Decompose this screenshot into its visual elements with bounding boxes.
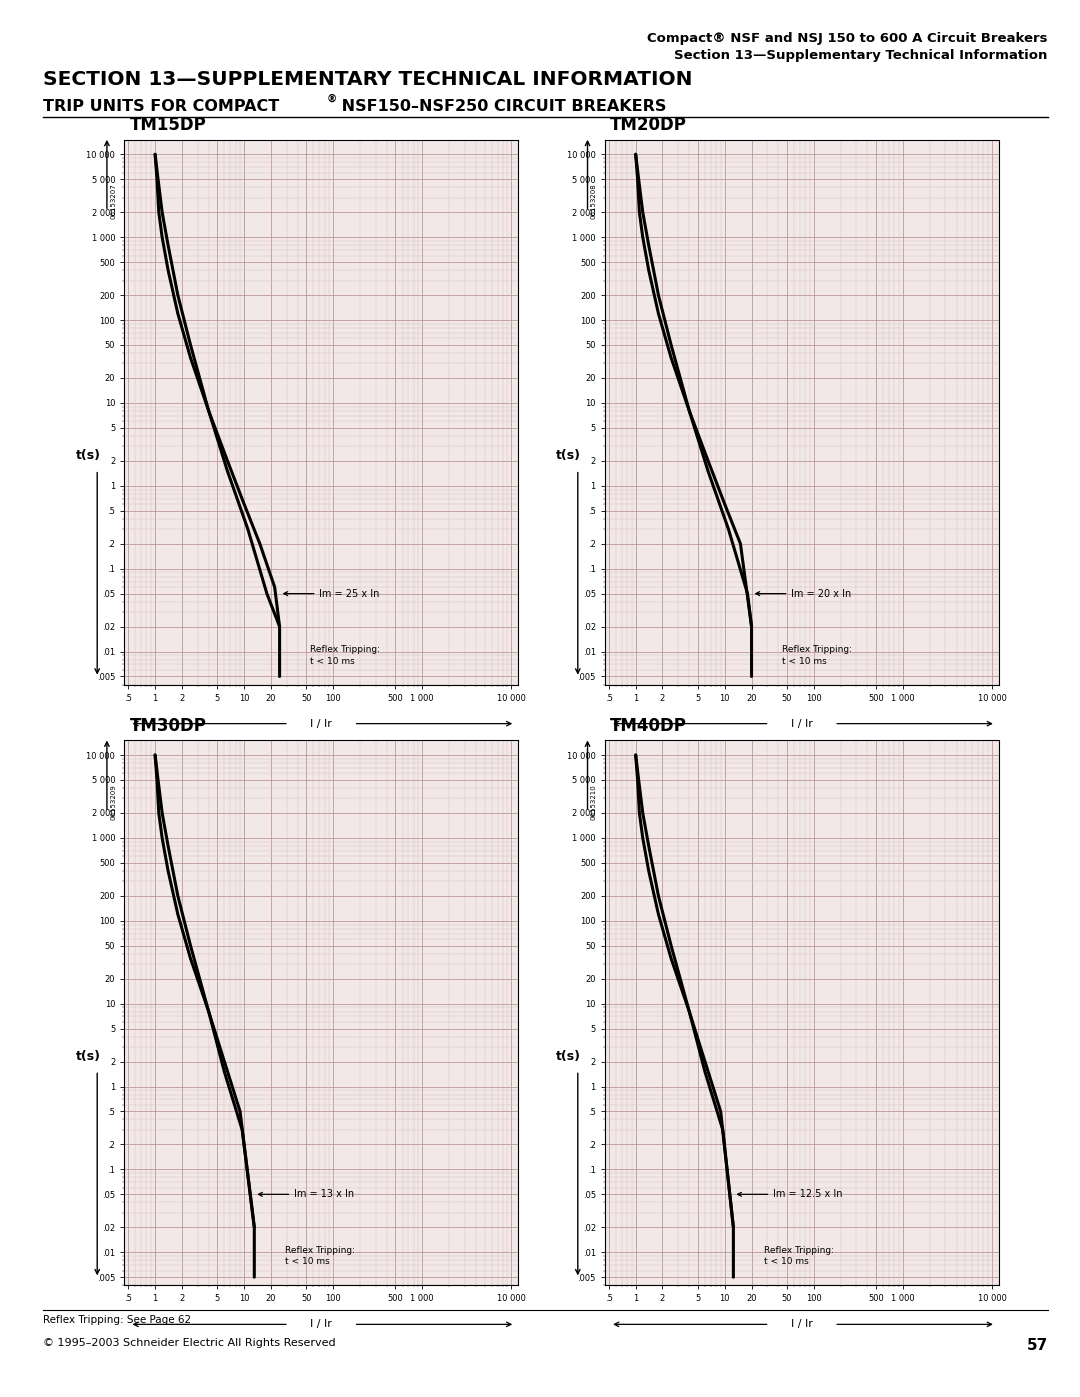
Text: Compact® NSF and NSJ 150 to 600 A Circuit Breakers: Compact® NSF and NSJ 150 to 600 A Circui…	[647, 32, 1048, 45]
Text: Reflex Tripping:
t < 10 ms: Reflex Tripping: t < 10 ms	[764, 1246, 834, 1267]
Text: SECTION 13—SUPPLEMENTARY TECHNICAL INFORMATION: SECTION 13—SUPPLEMENTARY TECHNICAL INFOR…	[43, 70, 692, 89]
Text: t(s): t(s)	[556, 1051, 581, 1063]
Text: Reflex Tripping: See Page 62: Reflex Tripping: See Page 62	[43, 1315, 191, 1324]
Text: ®: ®	[326, 94, 336, 103]
Text: Im = 12.5 x In: Im = 12.5 x In	[738, 1189, 842, 1200]
Text: I / Ir: I / Ir	[310, 1319, 333, 1330]
Text: Im = 13 x In: Im = 13 x In	[258, 1189, 354, 1200]
Text: TM20DP: TM20DP	[610, 116, 687, 134]
Text: © 1995–2003 Schneider Electric All Rights Reserved: © 1995–2003 Schneider Electric All Right…	[43, 1338, 336, 1348]
Text: t(s): t(s)	[556, 450, 581, 462]
Text: Reflex Tripping:
t < 10 ms: Reflex Tripping: t < 10 ms	[310, 645, 380, 666]
Text: 06153209: 06153209	[110, 784, 117, 820]
Text: 06153207: 06153207	[110, 183, 117, 219]
Text: Section 13—Supplementary Technical Information: Section 13—Supplementary Technical Infor…	[674, 49, 1048, 61]
Text: 06153208: 06153208	[591, 183, 597, 219]
Text: I / Ir: I / Ir	[791, 1319, 813, 1330]
Text: TRIP UNITS FOR COMPACT: TRIP UNITS FOR COMPACT	[43, 99, 280, 115]
Text: Im = 25 x In: Im = 25 x In	[284, 588, 380, 599]
Text: 57: 57	[1026, 1338, 1048, 1354]
Text: Reflex Tripping:
t < 10 ms: Reflex Tripping: t < 10 ms	[285, 1246, 355, 1267]
Text: t(s): t(s)	[76, 1051, 100, 1063]
Text: 06153210: 06153210	[591, 784, 597, 820]
Text: NSF150–NSF250 CIRCUIT BREAKERS: NSF150–NSF250 CIRCUIT BREAKERS	[336, 99, 666, 115]
Text: TM30DP: TM30DP	[130, 717, 206, 735]
Text: t(s): t(s)	[76, 450, 100, 462]
Text: TM40DP: TM40DP	[610, 717, 687, 735]
Text: I / Ir: I / Ir	[310, 718, 333, 729]
Text: I / Ir: I / Ir	[791, 718, 813, 729]
Text: Im = 20 x In: Im = 20 x In	[756, 588, 852, 599]
Text: Reflex Tripping:
t < 10 ms: Reflex Tripping: t < 10 ms	[782, 645, 852, 666]
Text: TM15DP: TM15DP	[130, 116, 206, 134]
